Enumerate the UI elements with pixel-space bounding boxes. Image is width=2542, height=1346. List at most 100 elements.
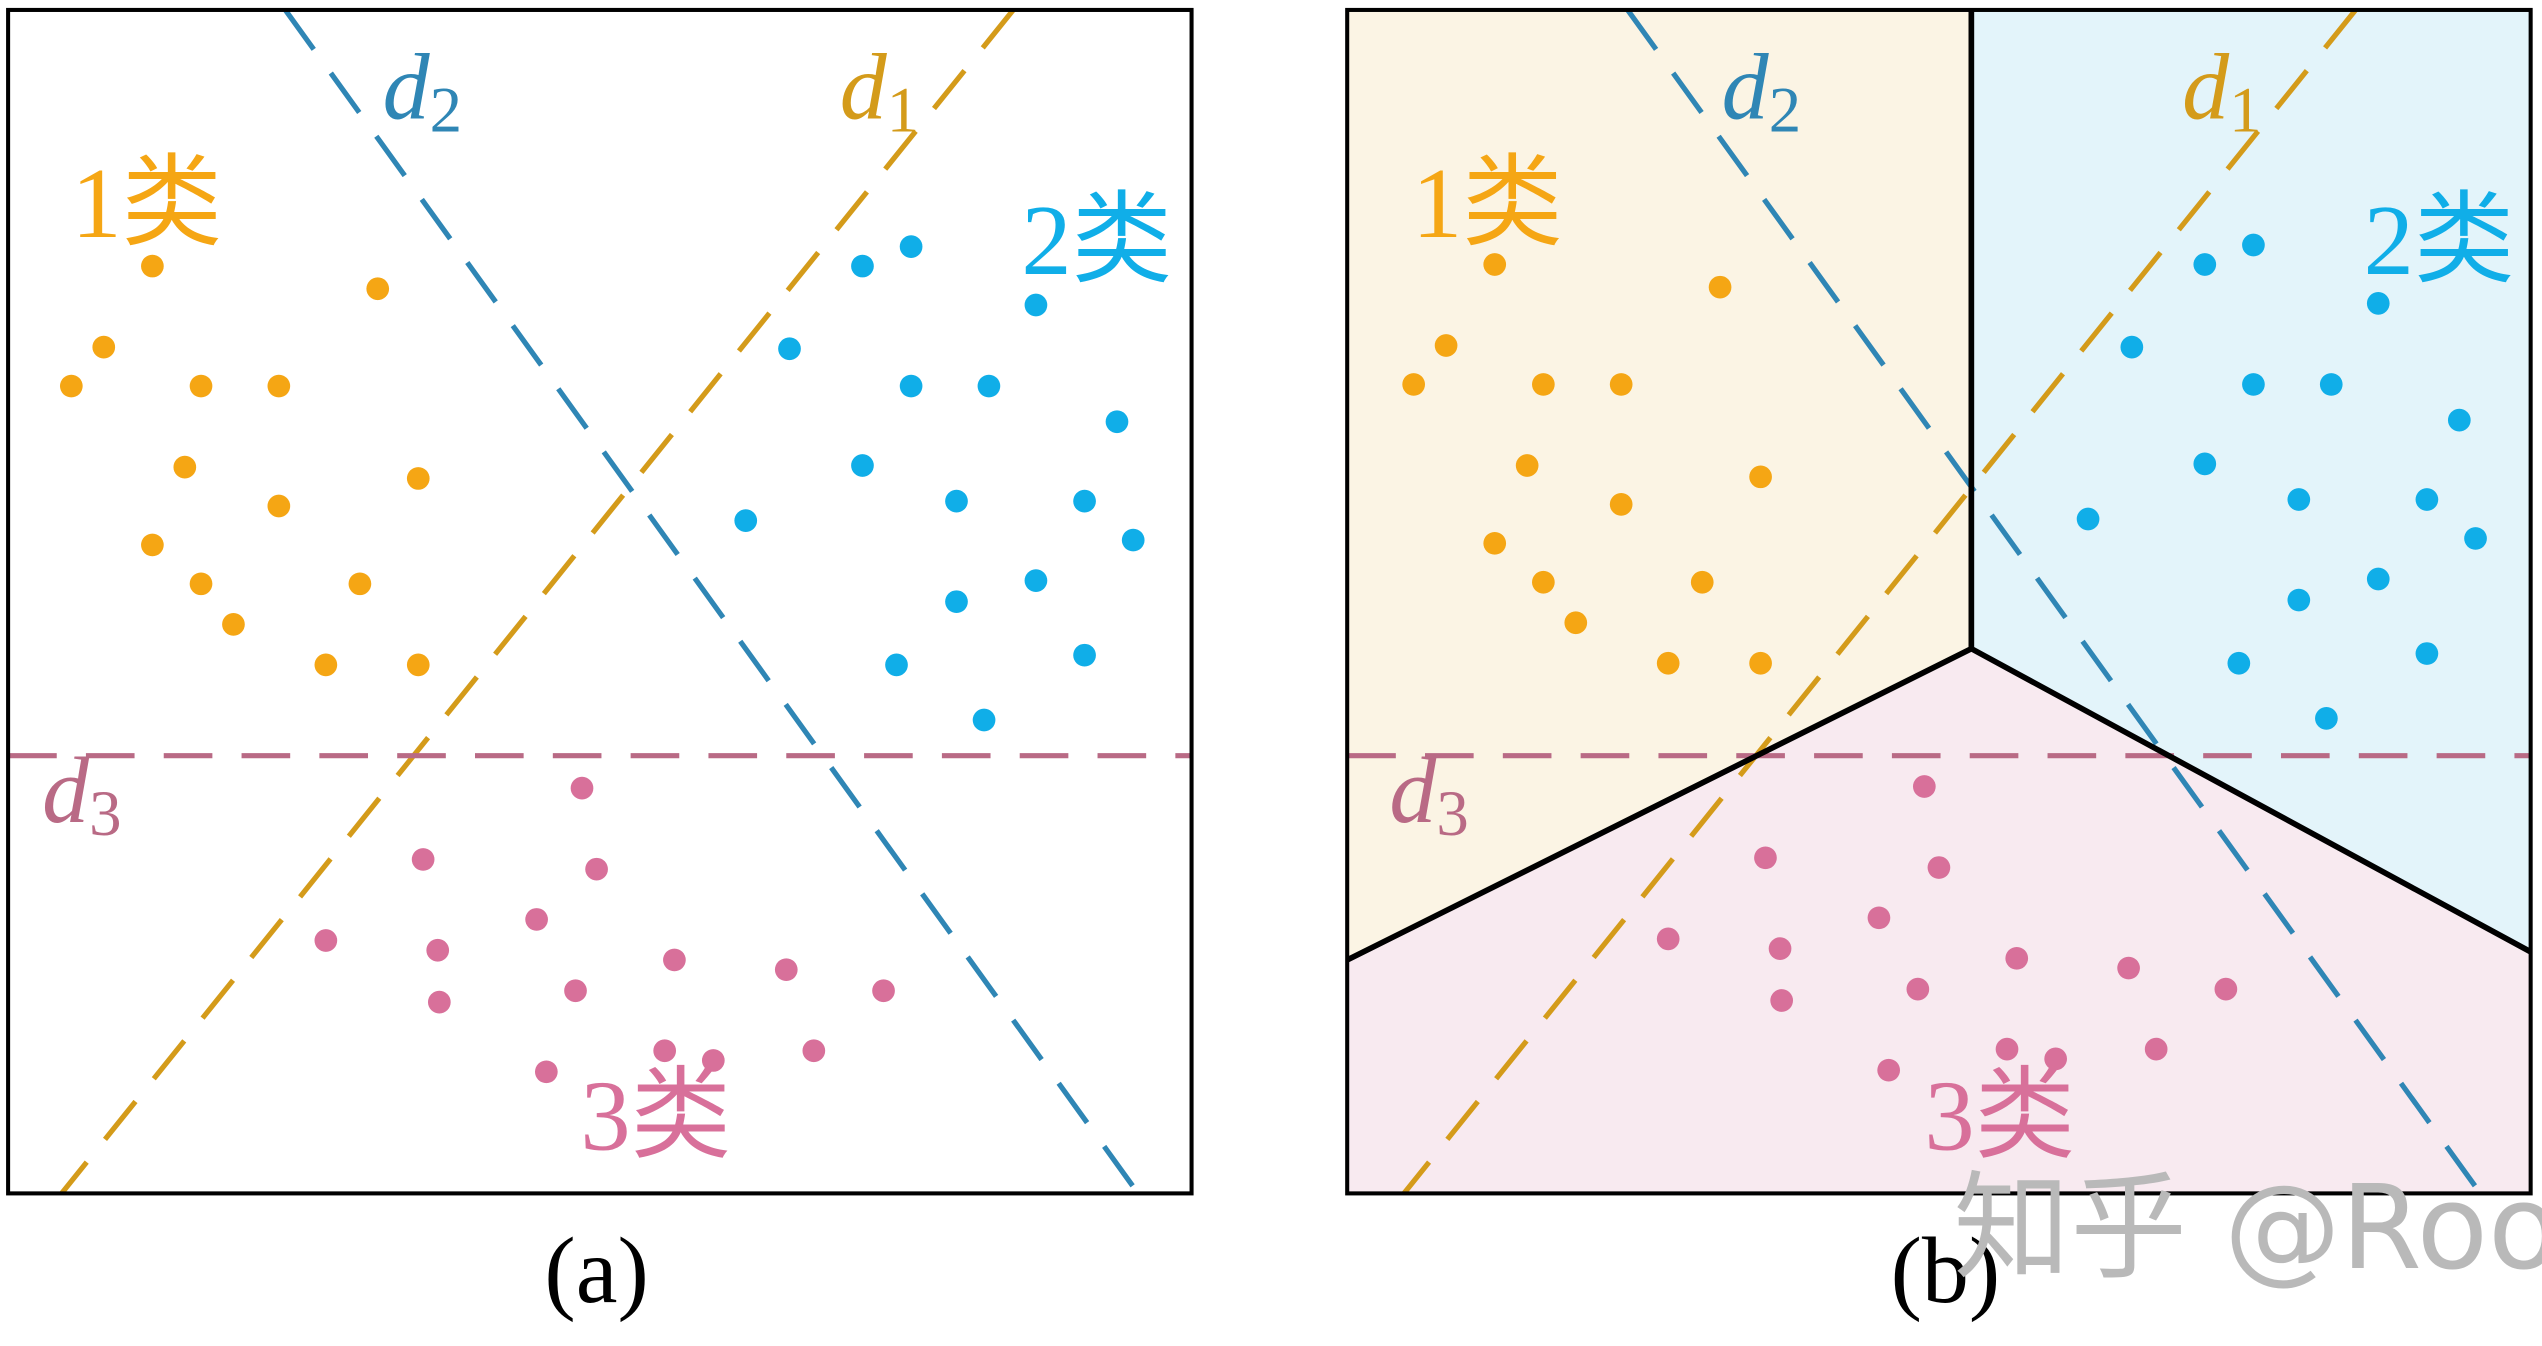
class2-point [2415, 642, 2439, 665]
class3-point [2044, 1047, 2067, 1071]
class1-point [1656, 651, 1680, 675]
class1-point [173, 455, 197, 479]
class3-label: 3类 [580, 1060, 731, 1172]
class2-point [851, 254, 874, 278]
class2-point [2366, 567, 2390, 591]
panel-b-frame [1345, 7, 2533, 1196]
class1-label: 1类 [71, 147, 222, 259]
class3-point [1770, 989, 1794, 1012]
class2-point [734, 509, 758, 532]
class3-point [1995, 1037, 2019, 1061]
class1-point [348, 572, 372, 596]
class3-point [570, 776, 594, 800]
class2-point [1024, 569, 1048, 592]
class1-region [1347, 9, 1972, 960]
class1-point [1402, 373, 1426, 396]
class2-point [2287, 588, 2311, 612]
class1-label: 1类 [1412, 147, 1563, 259]
class2-point [1105, 410, 1129, 434]
class2-point [945, 590, 968, 614]
class1-point [1708, 275, 1732, 299]
class3-point [411, 848, 435, 871]
panel-b: d2 d1 d3 1类 2类 3类 [1345, 7, 2533, 1196]
class3-point [1867, 906, 1891, 930]
d1-line [59, 9, 1016, 1194]
decision-boundary [1347, 645, 2531, 963]
panel-a-frame [6, 7, 1194, 1196]
class3-point [663, 948, 686, 972]
class3-point [1768, 937, 1792, 960]
class3-point [2144, 1037, 2168, 1061]
class2-point [1073, 643, 1096, 667]
class3-point [872, 979, 895, 1003]
d2-label: d2 [383, 36, 462, 147]
class2-label: 2类 [2364, 184, 2515, 296]
class1-point [1609, 373, 1633, 396]
class1-point [92, 335, 116, 359]
class1-point [1515, 454, 1539, 477]
d3-label: d3 [1389, 739, 1468, 850]
class2-label: 2类 [1021, 184, 1172, 296]
class2-point [972, 708, 996, 732]
class1-point [406, 653, 430, 677]
class1-point [1749, 651, 1772, 675]
class1-point [59, 374, 83, 398]
class3-point [585, 857, 608, 881]
class2-point [2287, 488, 2311, 511]
d1-label: d1 [840, 36, 919, 147]
class1-point [1609, 493, 1633, 516]
class3-point [2005, 946, 2029, 970]
class2-point [778, 337, 801, 361]
class1-point [141, 533, 164, 557]
d2-label: d2 [1722, 36, 1801, 147]
class2-point [2120, 335, 2144, 359]
panel-a: d2 d1 d3 1类 2类 3类 [6, 7, 1194, 1196]
class3-point [426, 938, 450, 962]
class3-point [314, 929, 338, 952]
class1-point [189, 572, 213, 596]
class3-point [2214, 977, 2238, 1001]
class1-point [222, 613, 245, 636]
class1-point [267, 494, 291, 518]
class3-point [427, 990, 451, 1014]
class1-point [1564, 611, 1588, 635]
class2-point [851, 454, 874, 477]
class1-point [141, 254, 164, 278]
class1-point [1749, 465, 1772, 489]
class2-point [899, 374, 923, 398]
d2-line [283, 9, 1141, 1194]
class3-point [534, 1060, 558, 1084]
class2-point [2319, 373, 2343, 396]
class1-point [189, 374, 213, 398]
class2-point [2447, 408, 2471, 432]
class1-point [314, 653, 338, 677]
class3-point [701, 1049, 725, 1072]
panel-a-points [59, 235, 1145, 1084]
class2-point [2193, 253, 2217, 276]
class3-point [1754, 846, 1777, 870]
class3-point [653, 1039, 677, 1063]
class1-point [1434, 334, 1458, 357]
class3-point [802, 1039, 826, 1063]
class1-point [366, 277, 390, 301]
panel-b-points [1402, 233, 2487, 1082]
class1-point [1532, 373, 1555, 396]
class1-point [1532, 570, 1555, 594]
class2-point [1024, 293, 1048, 317]
class2-point [2242, 373, 2265, 396]
class2-point [2076, 507, 2100, 531]
class2-point [2227, 651, 2251, 675]
class3-point [774, 958, 798, 982]
d1-line [1401, 9, 2358, 1194]
panel-a-caption: (a) [544, 1219, 648, 1323]
class2-region [1971, 9, 2531, 952]
class1-point [406, 467, 430, 490]
class2-point [2415, 488, 2439, 511]
d1-label: d1 [2182, 36, 2261, 147]
class1-point [1483, 253, 1507, 276]
class2-point [945, 489, 968, 513]
class2-point [977, 374, 1001, 398]
class3-label: 3类 [1924, 1060, 2075, 1172]
class3-point [1927, 856, 1951, 879]
class3-point [1656, 927, 1680, 951]
